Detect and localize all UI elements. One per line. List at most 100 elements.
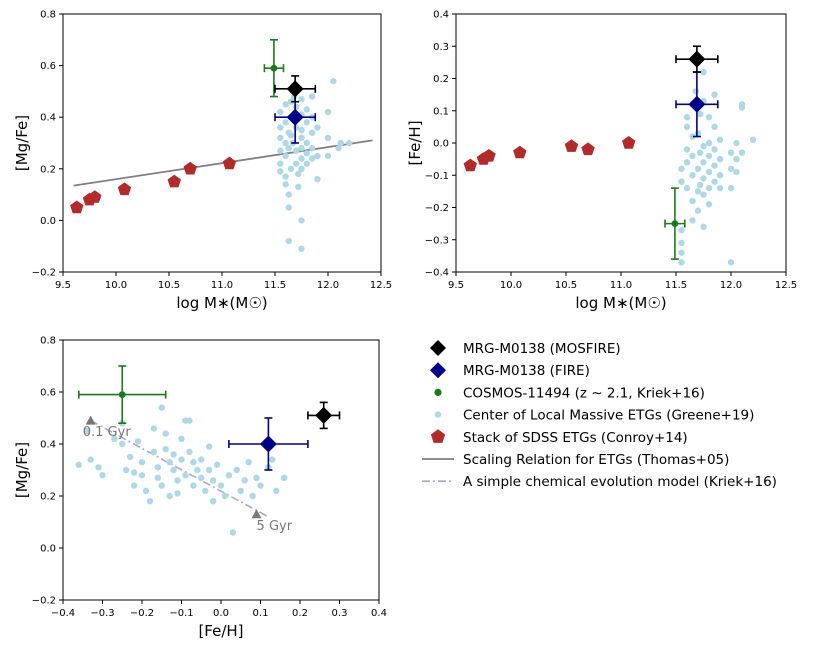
legend-conroy-marker [430, 429, 446, 443]
greene-point [158, 482, 165, 489]
x-tick-label: 11.5 [665, 280, 687, 291]
x-tick-label: 11.5 [264, 280, 286, 291]
y-tick-label: 0.0 [40, 216, 56, 227]
age-label: 0.1 Gyr [83, 425, 132, 440]
x-tick-label: −0.4 [51, 608, 75, 619]
age-marker-triangle [251, 509, 262, 519]
legend-mosfire-diamond [430, 340, 446, 356]
y-axis-label: [Fe/H] [406, 120, 424, 165]
cosmos-point [118, 391, 126, 398]
mosfire-diamond [688, 50, 706, 68]
legend-entry-thomas: Scaling Relation for ETGs (Thomas+05) [422, 452, 729, 468]
greene-point [119, 440, 126, 448]
greene-point [697, 181, 704, 189]
greene-point [700, 143, 707, 150]
conroy-pentagon [117, 182, 132, 196]
greene-point [277, 124, 284, 131]
y-axis-label: [Mg/Fe] [13, 115, 31, 171]
greene-point [694, 207, 702, 214]
x-axis-label: log M∗(M☉) [575, 294, 666, 312]
greene-point [705, 114, 713, 121]
legend-entry-mosfire: MRG-M0138 (MOSFIRE) [430, 340, 621, 357]
legend-entry-model: A simple chemical evolution model (Kriek… [422, 474, 777, 490]
legend-label: Center of Local Massive ETGs (Greene+19) [463, 408, 754, 424]
plot-area [70, 38, 373, 252]
greene-point [727, 184, 735, 192]
greene-point [229, 529, 237, 536]
greene-point [285, 204, 292, 211]
conroy-pentagon [88, 190, 102, 203]
greene-point [198, 474, 205, 481]
greene-point [689, 133, 696, 140]
greene-point [233, 466, 240, 474]
greene-point [298, 165, 305, 172]
greene-point [303, 106, 310, 113]
greene-point [178, 435, 185, 442]
greene-point [134, 438, 142, 445]
greene-point [716, 136, 724, 143]
y-tick-label: 0.0 [433, 139, 449, 150]
greene-point [99, 472, 106, 479]
greene-point [694, 130, 702, 137]
x-tick-label: 12.0 [720, 280, 742, 291]
greene-point [281, 474, 288, 481]
greene-point [716, 184, 724, 192]
greene-point [303, 160, 310, 167]
fire-diamond [688, 95, 706, 113]
greene-point [324, 134, 332, 142]
greene-point [182, 472, 189, 479]
greene-point [694, 165, 702, 172]
greene-point [198, 456, 205, 463]
y-tick-label: 0.8 [40, 336, 56, 347]
greene-point [213, 461, 221, 468]
greene-point [111, 435, 118, 442]
greene-point [217, 482, 225, 489]
greene-point [282, 101, 289, 108]
greene-point [158, 404, 165, 411]
greene-point [282, 181, 289, 188]
greene-point [142, 487, 150, 494]
x-tick-label: 12.5 [775, 280, 797, 291]
greene-point [727, 259, 735, 266]
fire-diamond [286, 108, 304, 126]
greene-point [689, 152, 696, 160]
legend-entry-fire: MRG-M0138 (FIRE) [430, 362, 590, 379]
greene-point [138, 459, 146, 466]
greene-point [285, 191, 292, 198]
conroy-pentagon [482, 148, 496, 162]
greene-point [162, 430, 169, 437]
conroy-pentagon [581, 142, 595, 156]
greene-point [683, 146, 691, 153]
greene-point [190, 482, 197, 489]
greene-point [202, 487, 209, 494]
greene-point [700, 175, 707, 182]
greene-point [324, 108, 332, 116]
panel-mgfe-vs-mass: 9.5 10.0 10.5 11.0 11.5 12.0 12.5 −0.2 0.0 0.2 0.4… [13, 10, 392, 313]
greene-point [150, 448, 158, 455]
greene-point [87, 456, 94, 463]
greene-point [295, 183, 302, 191]
greene-point [346, 139, 353, 147]
greene-point [282, 152, 289, 160]
greene-point [711, 162, 718, 169]
greene-point [678, 165, 685, 172]
greene-point [689, 197, 696, 205]
greene-point [277, 160, 284, 167]
chemical-evolution-model-line [90, 419, 269, 518]
x-tick-label: 11.0 [610, 280, 632, 291]
greene-point [287, 165, 295, 172]
greene-point [166, 459, 173, 466]
greene-point [83, 427, 90, 435]
plot-area [463, 45, 757, 266]
panel-feh-vs-mass: 9.5 10.0 10.5 11.0 11.5 12.0 12.5 −0.4 −0.3 −0.2 −… [406, 10, 797, 313]
x-tick-label: 10.5 [555, 280, 577, 291]
y-tick-label: −0.3 [425, 235, 449, 246]
greene-point [293, 103, 300, 111]
greene-point [253, 474, 260, 481]
greene-point [285, 237, 292, 245]
greene-point [689, 217, 696, 224]
greene-point [683, 184, 691, 192]
greene-point [308, 129, 316, 136]
greene-point [330, 77, 337, 85]
greene-point [700, 159, 707, 166]
